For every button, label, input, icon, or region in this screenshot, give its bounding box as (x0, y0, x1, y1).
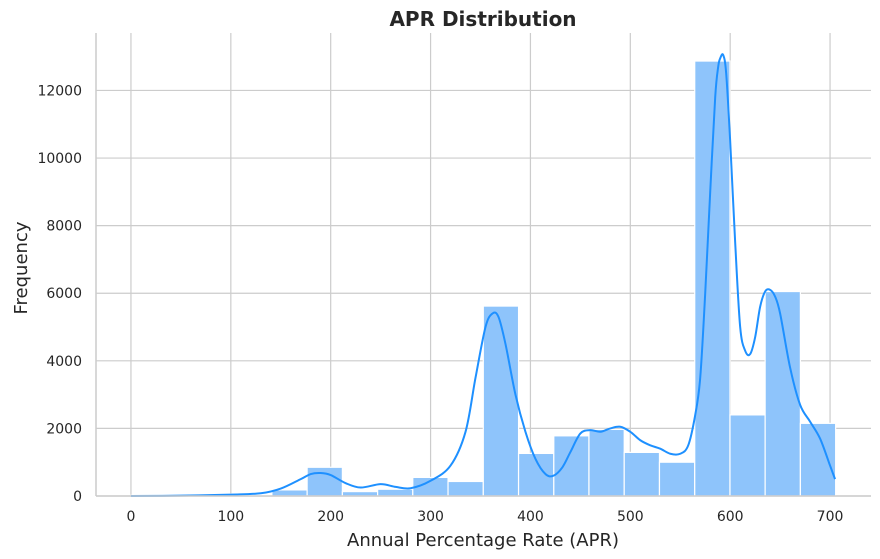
x-tick-label: 500 (617, 509, 644, 525)
y-tick-label: 12000 (37, 83, 82, 99)
histogram-bar (306, 466, 343, 497)
x-tick-label: 100 (217, 509, 244, 525)
x-tick-labels: 0 100 200 300 400 500 600 700 (126, 509, 843, 525)
x-axis-label: Annual Percentage Rate (APR) (347, 530, 619, 551)
kde-density-line (130, 53, 836, 497)
histogram-bar (447, 480, 484, 497)
y-tick-label: 8000 (46, 219, 82, 235)
y-tick-label: 6000 (46, 286, 82, 302)
y-tick-labels: 0 2000 4000 6000 8000 10000 12000 (37, 83, 82, 505)
histogram-bar (658, 461, 696, 497)
histogram-bar (623, 451, 661, 497)
x-tick-label: 0 (126, 509, 135, 525)
y-axis-label: Frequency (11, 221, 32, 314)
histogram-bar (694, 60, 731, 497)
kde-layer (130, 53, 836, 497)
x-tick-label: 600 (717, 509, 744, 525)
x-tick-label: 700 (817, 509, 844, 525)
y-tick-label: 0 (73, 489, 82, 505)
x-tick-label: 300 (417, 509, 444, 525)
histogram-bar (271, 489, 308, 497)
x-tick-label: 400 (517, 509, 544, 525)
histogram-bar (377, 488, 414, 497)
y-tick-label: 10000 (37, 151, 82, 167)
spines-layer (95, 33, 871, 497)
y-tick-label: 2000 (46, 421, 82, 437)
chart-title: APR Distribution (389, 7, 576, 31)
histogram-bar (729, 414, 766, 497)
histogram-bar (588, 428, 625, 497)
y-tick-label: 4000 (46, 354, 82, 370)
histogram-bar (482, 305, 520, 497)
histogram-bar (553, 435, 590, 497)
x-tick-label: 200 (317, 509, 344, 525)
